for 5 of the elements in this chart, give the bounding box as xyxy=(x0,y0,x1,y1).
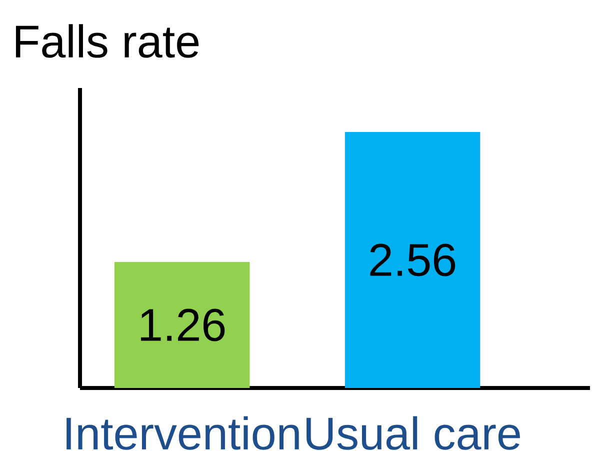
x-tick-label: Usual care xyxy=(306,416,520,450)
y-axis-title: Falls rate xyxy=(16,24,199,58)
data-label: 1.26 xyxy=(140,308,225,342)
data-label: 2.56 xyxy=(370,244,456,276)
x-tick-label: Intervention xyxy=(66,416,299,450)
